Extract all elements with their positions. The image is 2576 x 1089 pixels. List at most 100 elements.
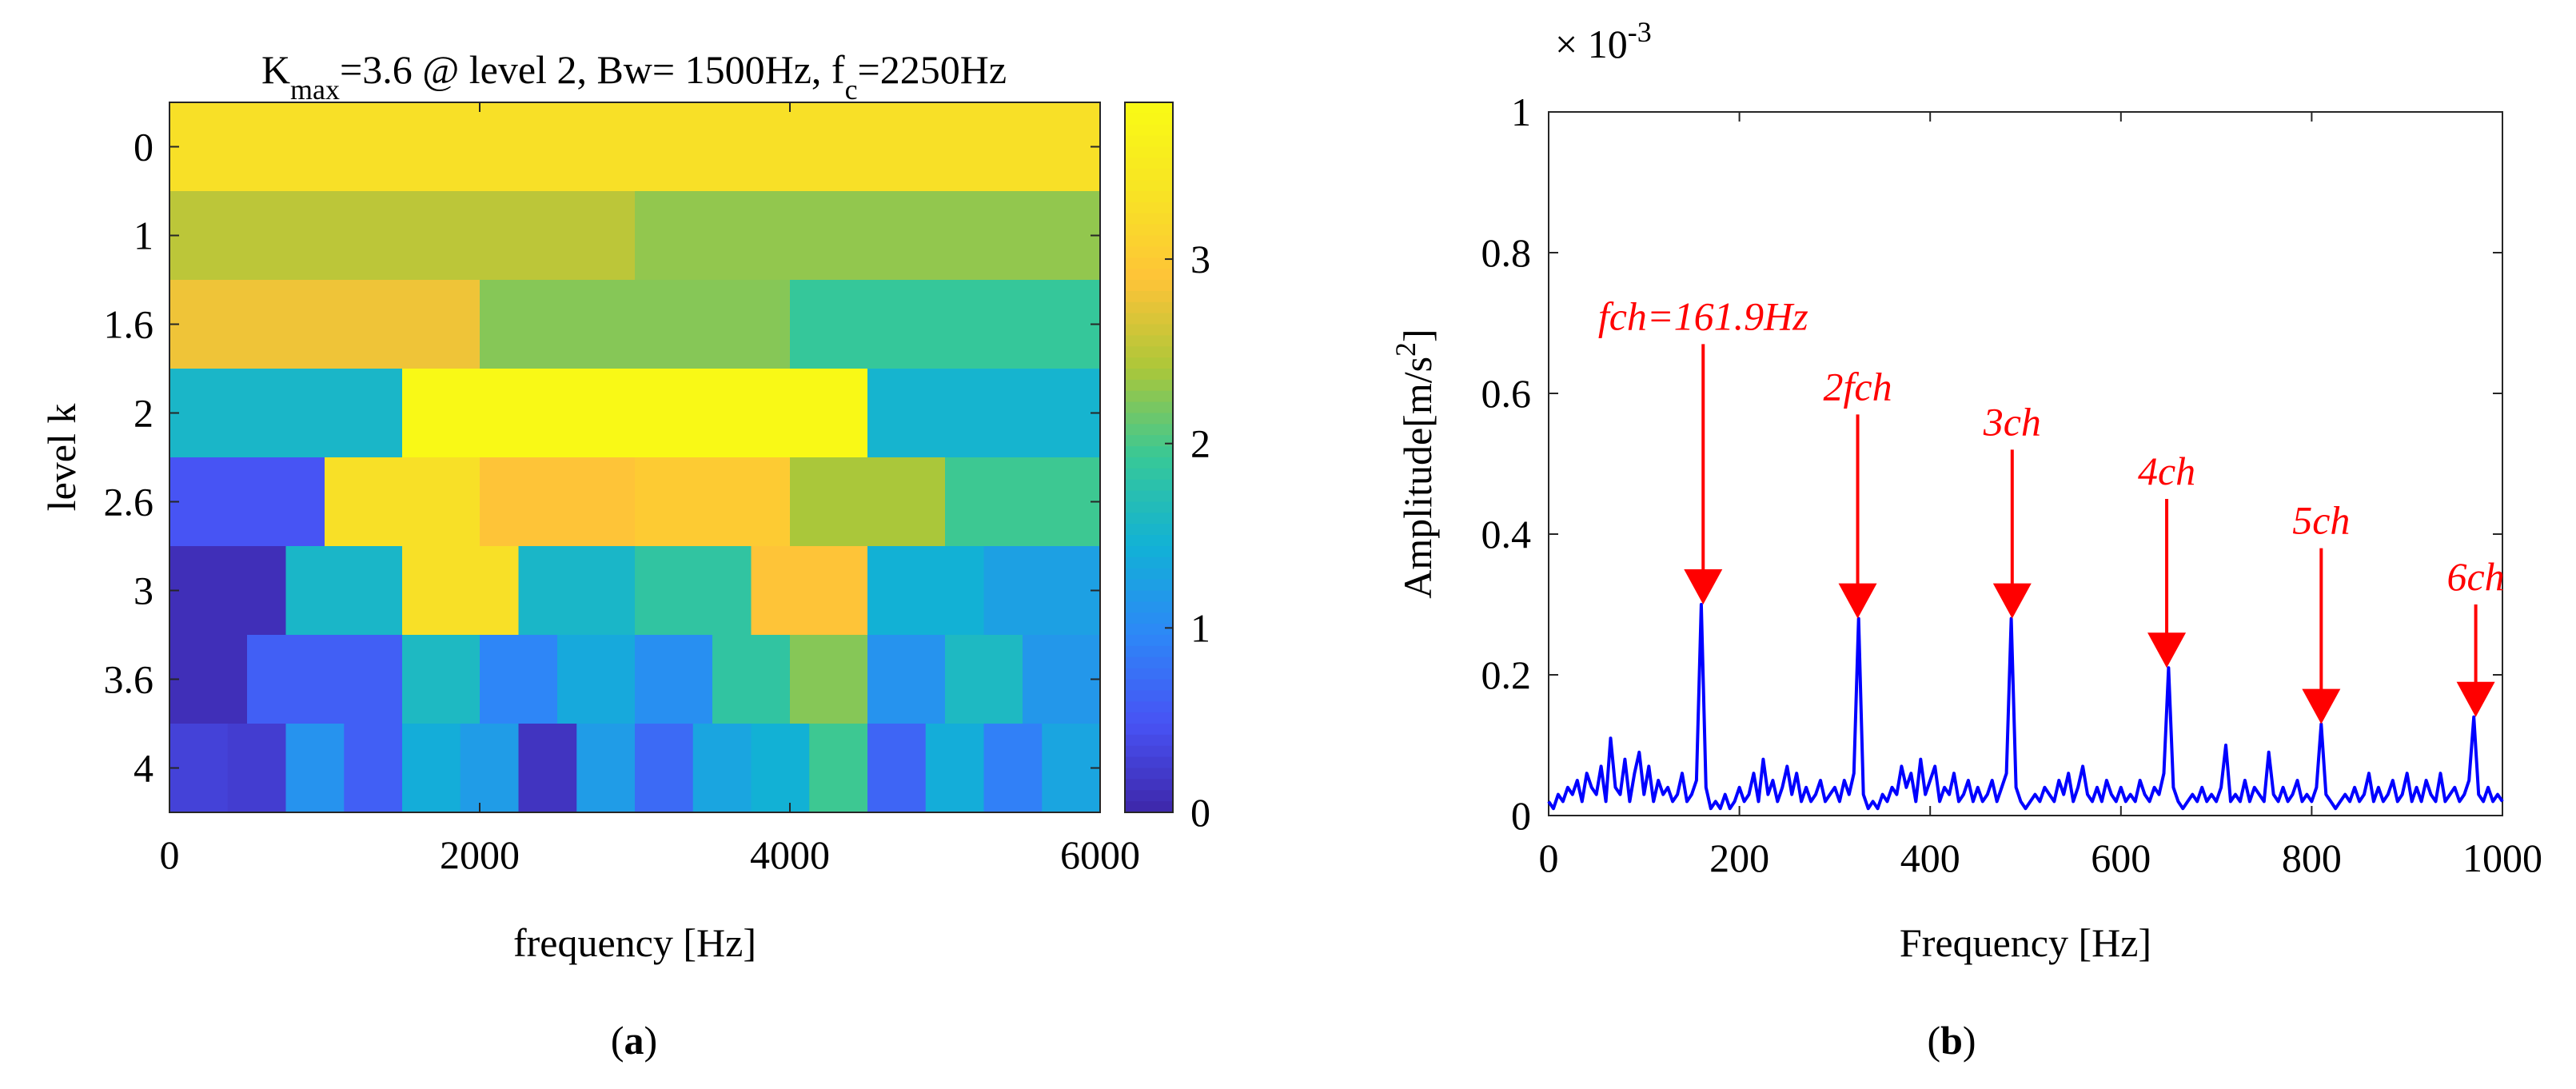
text-part: =2250Hz xyxy=(858,47,1007,92)
colorbar-step xyxy=(1125,457,1173,469)
colorbar-step xyxy=(1125,734,1173,747)
colorbar-step xyxy=(1125,801,1173,813)
heat-cell xyxy=(751,546,868,636)
heat-cell xyxy=(169,635,248,724)
heat-cell xyxy=(925,724,984,813)
panel-label: (b) xyxy=(1927,1018,1976,1063)
annotation-arrowhead xyxy=(2147,632,2187,668)
text-part: b xyxy=(1940,1018,1963,1063)
colorbar-step xyxy=(1125,701,1173,713)
colorbar-step xyxy=(1125,513,1173,525)
heat-cell xyxy=(809,724,868,813)
colorbar-tick-label: 2 xyxy=(1190,421,1210,466)
colorbar-step xyxy=(1125,590,1173,602)
heat-cell xyxy=(169,191,636,281)
annotation-text: fch=161.9Hz xyxy=(1598,293,1808,338)
colorbar-step xyxy=(1125,224,1173,236)
colorbar-step xyxy=(1125,379,1173,392)
annotation-arrowhead xyxy=(1684,569,1723,604)
x-tick-label: 4000 xyxy=(750,832,830,877)
heat-cell xyxy=(285,546,403,636)
colorbar-step xyxy=(1125,401,1173,413)
x-tick-label: 1000 xyxy=(2462,836,2542,880)
y-tick-label: 0.2 xyxy=(1481,652,1532,697)
y-tick-label: 4 xyxy=(134,746,154,791)
plot-frame xyxy=(1548,111,2503,816)
text-part: ] xyxy=(1395,329,1440,342)
colorbar-step xyxy=(1125,579,1173,591)
y-tick-label: 0 xyxy=(134,125,154,170)
text-part: a xyxy=(624,1018,644,1063)
y-axis-label: level k xyxy=(39,404,84,512)
y-tick-label: 1 xyxy=(134,213,154,258)
colorbar-step xyxy=(1125,756,1173,768)
heat-cell xyxy=(692,724,752,813)
heat-cell xyxy=(751,724,810,813)
annotation-text: 3ch xyxy=(1983,399,2041,444)
heat-cell xyxy=(945,635,1023,724)
colorbar-step xyxy=(1125,790,1173,802)
colorbar-step xyxy=(1125,645,1173,658)
y-scale-label: × 10-3 xyxy=(1555,16,1652,66)
colorbar-step xyxy=(1125,346,1173,358)
text-part: =3.6 @ level 2, Bw= 1500Hz, f xyxy=(340,47,845,92)
heat-cell xyxy=(983,546,1101,636)
y-axis-label: Amplitude[m/s2] xyxy=(1390,329,1440,598)
panel-label: (a) xyxy=(611,1018,657,1063)
text-part: 2 xyxy=(1390,342,1422,357)
text-part: Amplitude[m/s xyxy=(1395,357,1440,599)
y-tick-label: 3 xyxy=(134,568,154,613)
heat-cell xyxy=(867,369,1101,458)
colorbar-step xyxy=(1125,335,1173,347)
x-tick-label: 6000 xyxy=(1060,832,1140,877)
heat-cell xyxy=(169,457,325,547)
colorbar-step xyxy=(1125,724,1173,736)
heat-cell xyxy=(557,635,636,724)
colorbar-step xyxy=(1125,556,1173,569)
heat-cell xyxy=(227,724,286,813)
colorbar-step xyxy=(1125,468,1173,481)
colorbar-step xyxy=(1125,612,1173,624)
heat-cell xyxy=(402,635,481,724)
colorbar-step xyxy=(1125,568,1173,580)
colorbar-step xyxy=(1125,479,1173,492)
heat-cell xyxy=(635,457,791,547)
colorbar-step xyxy=(1125,490,1173,502)
plot-frame xyxy=(169,102,1101,813)
heat-cell xyxy=(402,724,461,813)
heat-cell xyxy=(790,457,946,547)
colorbar-step xyxy=(1125,180,1173,192)
text-part: K xyxy=(261,47,290,92)
heat-cell xyxy=(576,724,636,813)
text-part: ( xyxy=(1927,1018,1940,1063)
annotation-arrowhead xyxy=(1838,583,1877,619)
colorbar-step xyxy=(1125,390,1173,403)
heat-cell xyxy=(790,280,1101,369)
heat-cell xyxy=(169,546,286,636)
colorbar-tick-label: 1 xyxy=(1190,605,1210,650)
heat-cell xyxy=(790,635,868,724)
colorbar-step xyxy=(1125,546,1173,558)
annotation-arrowhead xyxy=(1992,583,2032,619)
colorbar-step xyxy=(1125,158,1173,170)
annotation-text: 2fch xyxy=(1823,364,1892,409)
annotation-text: 6ch xyxy=(2446,554,2504,599)
heat-cell xyxy=(480,635,558,724)
chart-title: Kmax=3.6 @ level 2, Bw= 1500Hz, fc=2250H… xyxy=(261,47,1007,106)
colorbar-step xyxy=(1125,102,1173,114)
colorbar-step xyxy=(1125,413,1173,425)
heat-cell xyxy=(402,369,636,458)
y-tick-label: 1 xyxy=(1511,90,1531,134)
x-tick-label: 200 xyxy=(1709,836,1769,880)
y-tick-label: 2 xyxy=(134,391,154,436)
colorbar-step xyxy=(1125,369,1173,381)
colorbar-step xyxy=(1125,213,1173,225)
y-tick-label: 0 xyxy=(1511,793,1531,838)
heat-cell xyxy=(285,724,345,813)
heat-cell xyxy=(867,724,927,813)
colorbar-step xyxy=(1125,601,1173,613)
heat-cell xyxy=(169,369,403,458)
heat-cell xyxy=(169,280,481,369)
